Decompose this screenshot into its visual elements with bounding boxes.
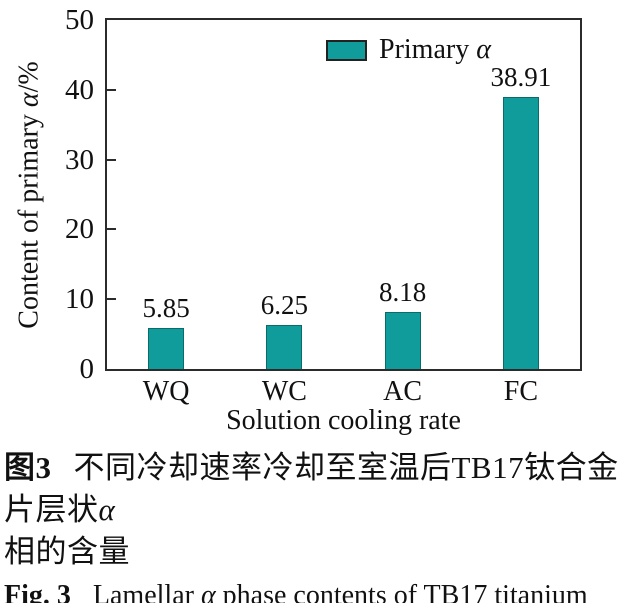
legend-label-prefix: Primary: [379, 34, 477, 65]
y-tick-label-10: 10: [65, 283, 94, 316]
alpha-symbol: α: [200, 580, 216, 603]
bar-value-label-WQ: 5.85: [142, 293, 190, 324]
legend-swatch-primary-alpha: [326, 39, 367, 61]
figure-caption: 图3 不同冷却速率冷却至室温后TB17钛合金片层状α 相的含量 Fig. 3 Lam…: [4, 447, 629, 603]
caption-zh-line1: 图3 不同冷却速率冷却至室温后TB17钛合金片层状α: [4, 447, 629, 531]
caption-zh-fig-label: 图3: [4, 450, 52, 485]
bar-value-label-AC: 8.18: [379, 276, 427, 307]
y-tick-mark-20: [107, 228, 116, 231]
legend: Primary α: [326, 36, 491, 64]
y-tick-mark-40: [107, 88, 116, 91]
bar-AC: [384, 311, 421, 369]
y-tick-mark-30: [107, 158, 116, 161]
x-category-label-WC: WC: [261, 376, 307, 407]
alpha-symbol: α: [98, 492, 116, 527]
caption-en-line1: Fig. 3 Lamellar α phase contents of TB17 …: [4, 576, 629, 603]
caption-zh-line2: 相的含量: [4, 534, 130, 569]
bar-WC: [266, 325, 303, 369]
bar-FC: [502, 97, 539, 369]
plot-area: Primary α 5.85 6.25 8.18 38.91: [105, 18, 582, 371]
y-tick-label-20: 20: [65, 213, 94, 246]
bar-value-label-FC: 38.91: [490, 62, 552, 93]
caption-en-text1: Lamellar: [92, 580, 201, 603]
y-tick-mark-10: [107, 298, 116, 301]
y-axis-title: Content of primary α/%: [10, 18, 50, 371]
legend-label: Primary α: [379, 36, 491, 64]
caption-en-fig-label: Fig. 3: [4, 580, 71, 603]
bar-value-label-WC: 6.25: [260, 290, 308, 321]
caption-zh-text: 不同冷却速率冷却至室温后TB17钛合金片层状: [4, 450, 619, 527]
y-tick-label-30: 30: [65, 143, 94, 176]
y-tick-label-0: 0: [79, 353, 95, 385]
alpha-symbol: α: [476, 34, 491, 65]
y-tick-label-50: 50: [65, 4, 94, 36]
x-category-label-FC: FC: [503, 376, 538, 407]
x-axis-title: Solution cooling rate: [226, 405, 461, 436]
bar-WQ: [148, 328, 185, 369]
caption-en-text2: phase contents of TB17 titanium alloys: [222, 580, 588, 603]
x-category-label-WQ: WQ: [142, 376, 190, 407]
y-tick-label-40: 40: [65, 73, 94, 106]
x-category-label-AC: AC: [383, 376, 423, 407]
